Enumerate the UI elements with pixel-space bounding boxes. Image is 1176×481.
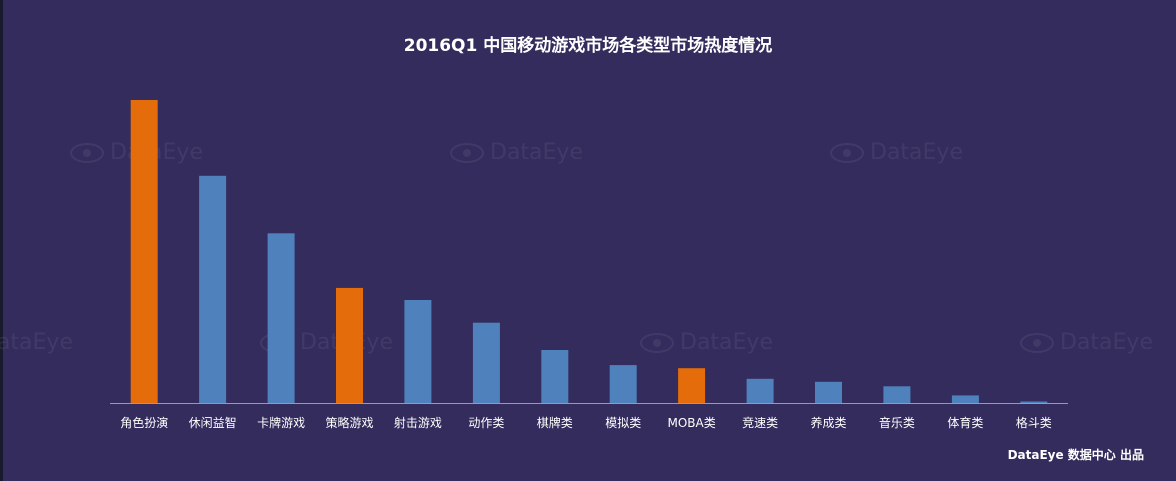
bar-6 [541, 350, 569, 403]
x-tick-label: 角色扮演 [120, 415, 168, 430]
bar-2 [267, 233, 295, 403]
chart-title: 2016Q1 中国移动游戏市场各类型市场热度情况 [403, 36, 773, 56]
bar-9 [746, 378, 774, 403]
x-tick-label: 策略游戏 [325, 415, 373, 430]
bar-13 [1020, 401, 1048, 403]
x-tick-label: 养成类 [810, 415, 846, 430]
bar-3 [336, 287, 363, 403]
x-tick-label: 卡牌游戏 [257, 416, 305, 430]
x-tick-label: 休闲益智 [189, 415, 237, 430]
x-tick-label: 棋牌类 [537, 416, 573, 430]
bar-0 [130, 100, 158, 403]
bar-1 [199, 175, 227, 404]
bar-8 [678, 368, 706, 403]
bar-5 [472, 322, 500, 403]
bar-4 [404, 300, 432, 403]
x-tick-label: 体育类 [947, 415, 983, 430]
bar-11 [883, 386, 911, 403]
x-tick-label: 音乐类 [879, 415, 915, 430]
x-tick-label: 动作类 [468, 416, 504, 430]
x-tick-label: 模拟类 [605, 416, 641, 430]
x-tick-label: 格斗类 [1016, 415, 1052, 430]
bar-7 [609, 365, 637, 403]
bar-10 [815, 381, 842, 403]
x-tick-label: MOBA类 [667, 416, 715, 430]
bar-12 [951, 395, 979, 403]
x-tick-label: 射击游戏 [394, 415, 442, 430]
x-tick-label: 竞速类 [742, 416, 778, 430]
footer-credit: DataEye 数据中心 出品 [1007, 448, 1144, 462]
